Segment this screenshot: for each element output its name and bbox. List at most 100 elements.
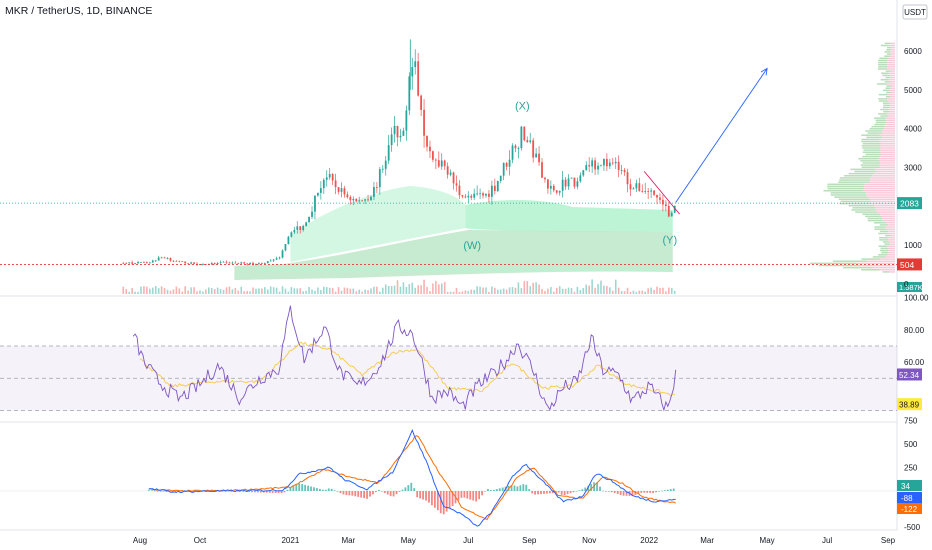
candle-body[interactable] <box>585 165 588 171</box>
candle-body[interactable] <box>547 179 549 189</box>
candle-body[interactable] <box>370 196 372 201</box>
candle-body[interactable] <box>411 67 414 77</box>
candle-body[interactable] <box>148 262 151 264</box>
candle-body[interactable] <box>449 172 452 175</box>
candle-body[interactable] <box>352 198 355 201</box>
candle-body[interactable] <box>426 135 428 147</box>
candle-body[interactable] <box>384 160 387 169</box>
candle-body[interactable] <box>597 165 599 170</box>
candle-body[interactable] <box>488 193 490 197</box>
candle-body[interactable] <box>296 226 299 230</box>
candle-body[interactable] <box>626 172 629 185</box>
candle-body[interactable] <box>246 263 249 265</box>
candle-body[interactable] <box>526 140 529 143</box>
candle-body[interactable] <box>231 262 234 264</box>
candle-body[interactable] <box>617 161 620 171</box>
candle-body[interactable] <box>358 200 361 202</box>
candle-body[interactable] <box>281 250 284 258</box>
candle-body[interactable] <box>656 194 658 198</box>
candle-body[interactable] <box>570 177 573 179</box>
candle-body[interactable] <box>532 140 535 158</box>
candle-body[interactable] <box>346 194 349 198</box>
candle-body[interactable] <box>490 185 493 197</box>
candle-body[interactable] <box>361 200 364 202</box>
macd-pane[interactable]: 750 500 250 -500 34 -88 -122 <box>0 417 922 533</box>
candle-body[interactable] <box>670 212 673 217</box>
candle-body[interactable] <box>311 211 313 217</box>
candle-body[interactable] <box>367 199 369 201</box>
candle-body[interactable] <box>517 147 520 149</box>
candle-body[interactable] <box>541 162 543 178</box>
candle-body[interactable] <box>591 160 594 167</box>
candle-body[interactable] <box>434 159 437 161</box>
candle-body[interactable] <box>476 193 479 195</box>
candle-body[interactable] <box>496 180 499 192</box>
candle-body[interactable] <box>420 95 423 110</box>
candle-body[interactable] <box>393 125 396 135</box>
candle-body[interactable] <box>423 109 425 136</box>
candle-body[interactable] <box>641 191 644 192</box>
candle-body[interactable] <box>573 177 576 187</box>
resistance-trendline[interactable] <box>643 171 680 215</box>
candle-body[interactable] <box>399 135 402 138</box>
candle-body[interactable] <box>567 178 570 187</box>
candle-body[interactable] <box>638 183 641 192</box>
candle-body[interactable] <box>160 257 163 259</box>
candle-body[interactable] <box>234 262 237 264</box>
candle-body[interactable] <box>529 140 532 143</box>
candle-body[interactable] <box>319 188 322 193</box>
candle-body[interactable] <box>417 61 420 96</box>
candle-body[interactable] <box>511 145 514 160</box>
candle-body[interactable] <box>432 151 434 160</box>
candle-body[interactable] <box>499 175 502 181</box>
candle-body[interactable] <box>555 190 558 193</box>
candle-body[interactable] <box>225 261 228 263</box>
candle-body[interactable] <box>210 263 213 265</box>
candle-body[interactable] <box>505 162 508 167</box>
candle-body[interactable] <box>653 190 655 195</box>
candle-body[interactable] <box>193 262 195 264</box>
candle-body[interactable] <box>544 177 546 180</box>
candle-body[interactable] <box>355 198 358 202</box>
candle-body[interactable] <box>502 162 505 176</box>
candle-body[interactable] <box>305 222 308 226</box>
candle-body[interactable] <box>187 263 190 265</box>
trend-arrow-line[interactable] <box>675 68 768 203</box>
candle-body[interactable] <box>287 236 290 245</box>
candle-body[interactable] <box>479 193 481 195</box>
candle-body[interactable] <box>582 170 585 176</box>
candle-body[interactable] <box>349 197 352 201</box>
candle-body[interactable] <box>328 173 331 178</box>
candle-body[interactable] <box>600 165 602 167</box>
candle-body[interactable] <box>461 195 464 197</box>
candle-body[interactable] <box>440 160 443 167</box>
candle-body[interactable] <box>673 205 676 213</box>
candle-body[interactable] <box>157 257 160 261</box>
candle-body[interactable] <box>485 193 487 196</box>
candle-body[interactable] <box>317 192 319 196</box>
candle-body[interactable] <box>564 179 567 187</box>
candle-body[interactable] <box>169 258 172 261</box>
candle-body[interactable] <box>314 195 316 212</box>
candle-body[interactable] <box>538 153 540 163</box>
candle-body[interactable] <box>175 260 178 262</box>
candle-body[interactable] <box>558 190 561 193</box>
candle-body[interactable] <box>343 188 346 195</box>
candle-body[interactable] <box>552 185 555 191</box>
currency-badge[interactable]: USDT <box>902 4 928 20</box>
candle-body[interactable] <box>523 126 526 141</box>
candle-body[interactable] <box>299 226 302 230</box>
candle-body[interactable] <box>322 179 325 189</box>
candle-body[interactable] <box>614 161 617 164</box>
candle-body[interactable] <box>340 188 343 192</box>
candle-body[interactable] <box>249 262 251 265</box>
candle-body[interactable] <box>446 166 449 175</box>
drawings[interactable]: (W) (X) (Y) 1.587K <box>463 67 923 292</box>
candle-body[interactable] <box>520 126 523 148</box>
candle-body[interactable] <box>137 262 139 264</box>
candle-body[interactable] <box>381 168 384 170</box>
candle-body[interactable] <box>258 263 260 264</box>
candle-body[interactable] <box>131 262 134 264</box>
candle-body[interactable] <box>252 262 254 265</box>
